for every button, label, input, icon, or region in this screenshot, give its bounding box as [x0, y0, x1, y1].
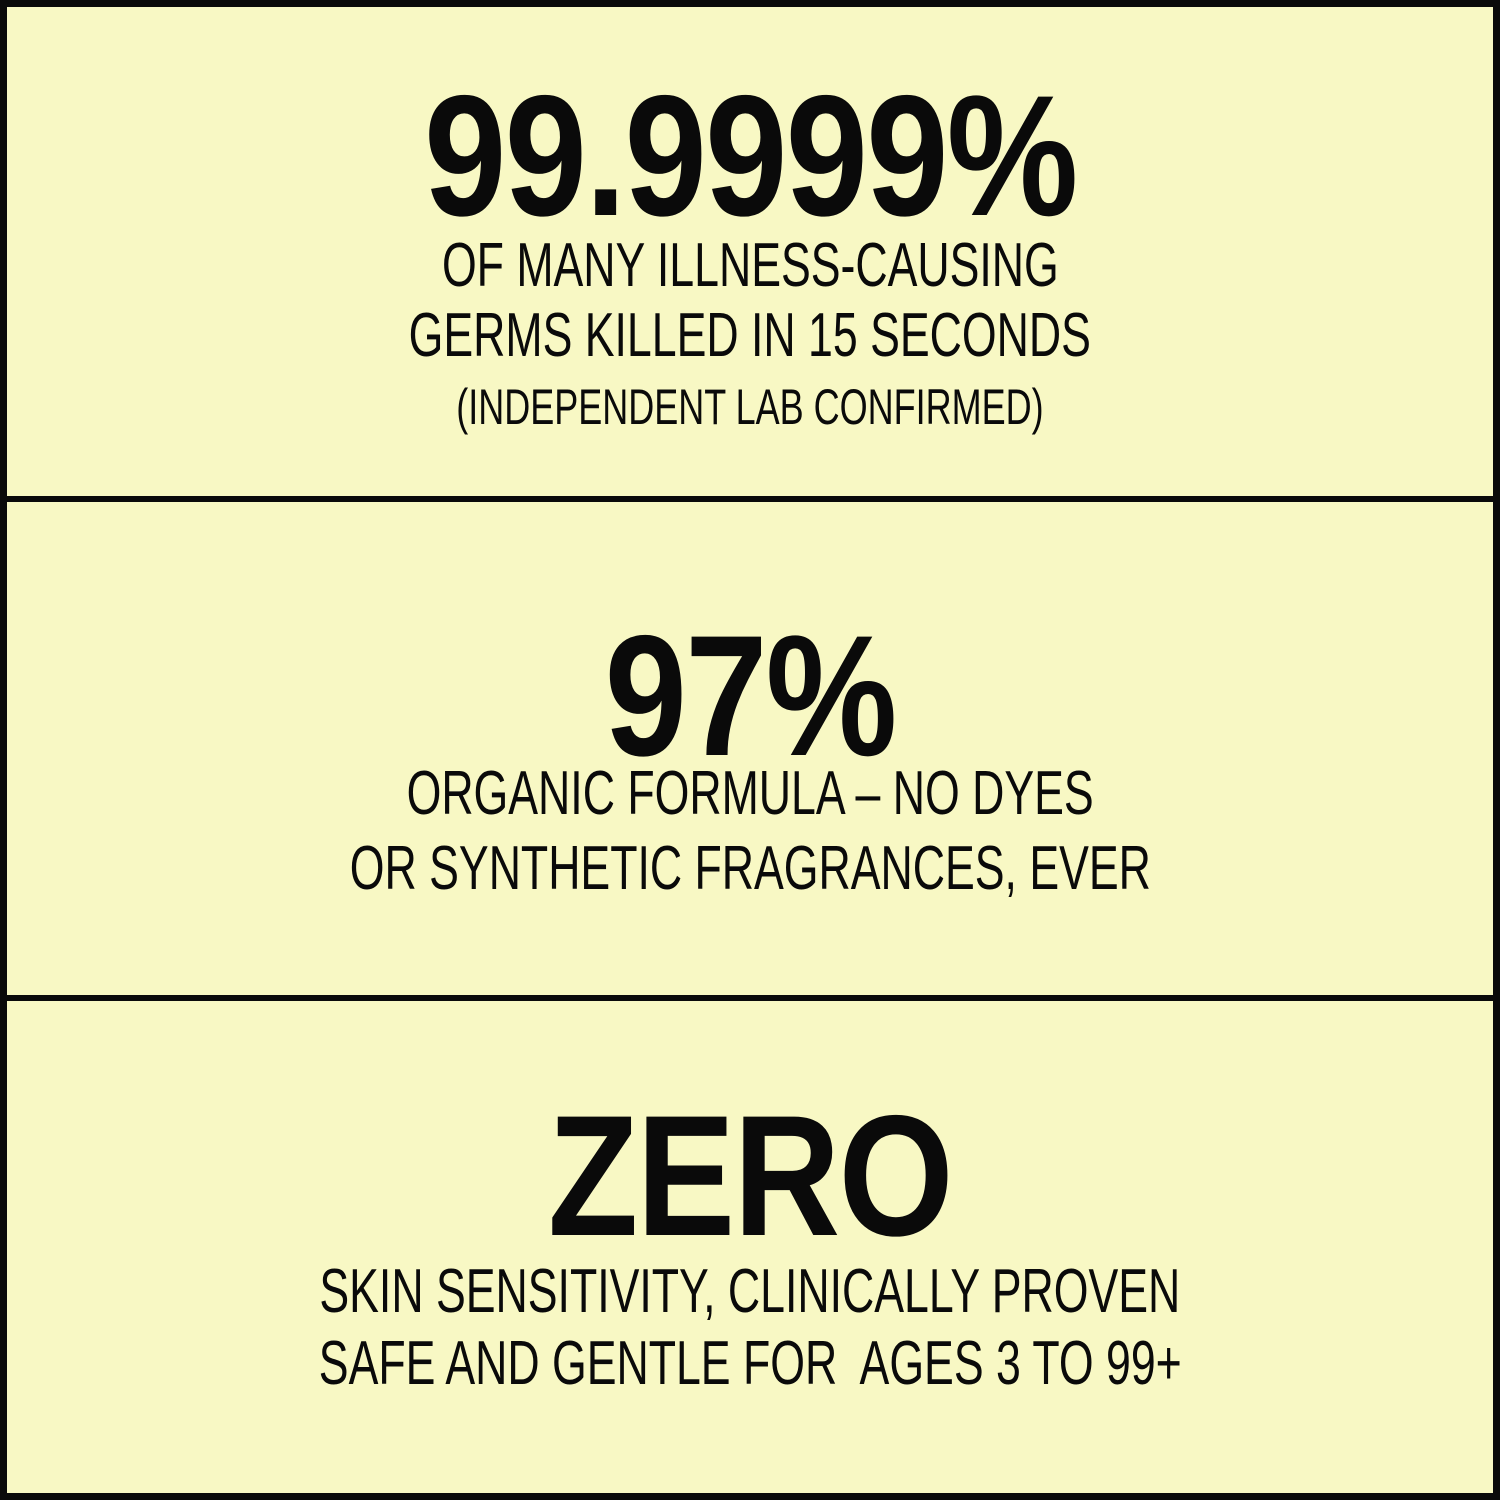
description-line: GERMS KILLED IN 15 SECONDS: [408, 301, 1092, 370]
description-line: OR SYNTHETIC FRAGRANCES, EVER: [349, 834, 1151, 903]
headline: 99.9999%: [423, 60, 1078, 252]
description-line: OF MANY ILLNESS-CAUSING: [441, 231, 1059, 300]
footnote-line: (INDEPENDENT LAB CONFIRMED): [456, 379, 1044, 435]
description-line: SAFE AND GENTLE FOR AGES 3 TO 99+: [318, 1329, 1182, 1398]
headline: 97%: [604, 600, 898, 792]
headline: ZERO: [547, 1080, 954, 1272]
description-line: SKIN SENSITIVITY, CLINICALLY PROVEN: [319, 1257, 1181, 1326]
description-line: ORGANIC FORMULA – NO DYES: [406, 759, 1094, 828]
divider: [0, 995, 1500, 1001]
divider: [0, 496, 1500, 502]
